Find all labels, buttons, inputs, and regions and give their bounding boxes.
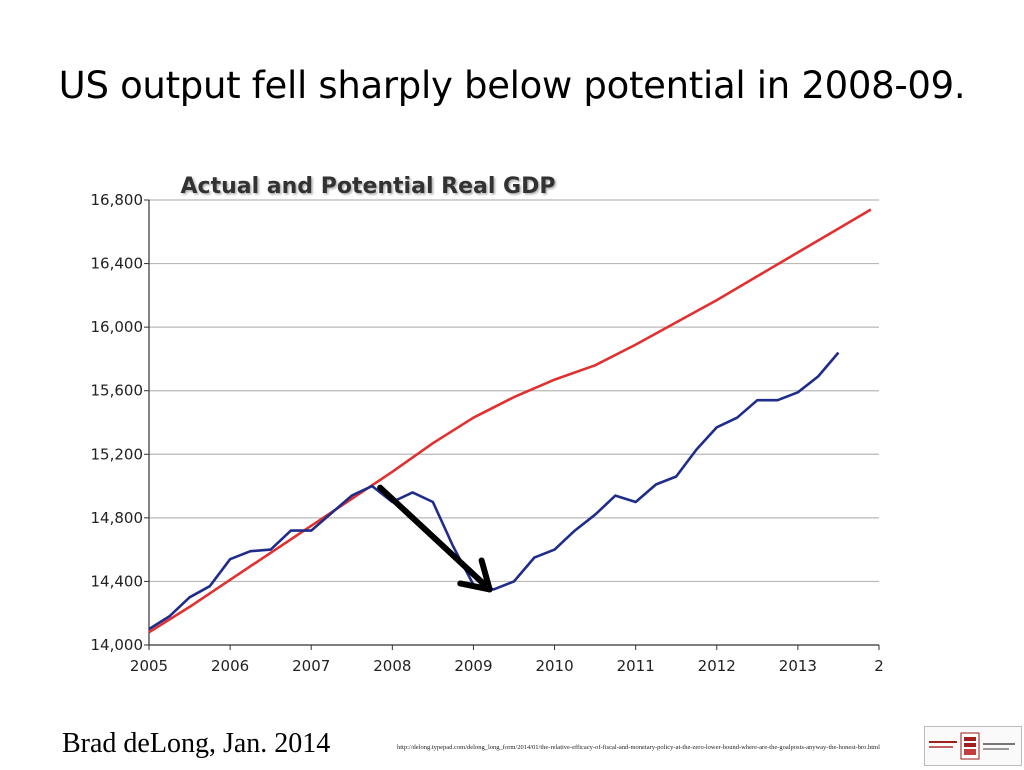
source-link[interactable]: http://delong.typepad.com/delong_long_fo…	[397, 744, 880, 751]
x-tick-label: 2011	[617, 657, 655, 675]
arrow-shaft	[377, 484, 493, 593]
x-tick-label: 2008	[373, 657, 411, 675]
chart-annotations	[377, 484, 493, 593]
x-tick-label: 2005	[130, 657, 168, 675]
slide-title: US output fell sharply below potential i…	[58, 64, 966, 107]
gdp-chart: Actual and Potential Real GDP 14,000 14,4…	[70, 165, 890, 685]
x-tick-label: 2	[874, 657, 884, 675]
y-tick-label: 14,000	[91, 636, 144, 654]
logo-icon	[929, 732, 1015, 760]
chart-axes: 14,000 14,400 14,800 15,200 15,600 16,000 16,4…	[91, 191, 884, 675]
author-credit: Brad deLong, Jan. 2014	[62, 728, 331, 759]
y-tick-label: 15,600	[91, 382, 144, 400]
university-logo	[924, 726, 1022, 766]
x-tick-label: 2010	[535, 657, 573, 675]
x-tick-label: 2013	[779, 657, 817, 675]
series-line-1	[148, 351, 840, 631]
x-tick-label: 2007	[292, 657, 330, 675]
series-line-0	[148, 208, 872, 634]
arrow-head	[457, 557, 493, 593]
y-tick-label: 16,000	[91, 318, 144, 336]
x-tick-label: 2009	[454, 657, 492, 675]
y-tick-label: 15,200	[91, 445, 144, 463]
x-tick-label: 2012	[698, 657, 736, 675]
chart-grid	[149, 199, 879, 583]
x-tick-label: 2006	[211, 657, 249, 675]
y-tick-label: 16,800	[91, 191, 144, 209]
chart-svg: Actual and Potential Real GDP 14,000 14,4…	[91, 174, 884, 675]
chart-series	[148, 208, 872, 634]
y-tick-label: 14,800	[91, 509, 144, 527]
y-tick-label: 16,400	[91, 255, 144, 273]
y-tick-label: 14,400	[91, 572, 144, 590]
chart-title: Actual and Potential Real GDP	[181, 174, 556, 199]
